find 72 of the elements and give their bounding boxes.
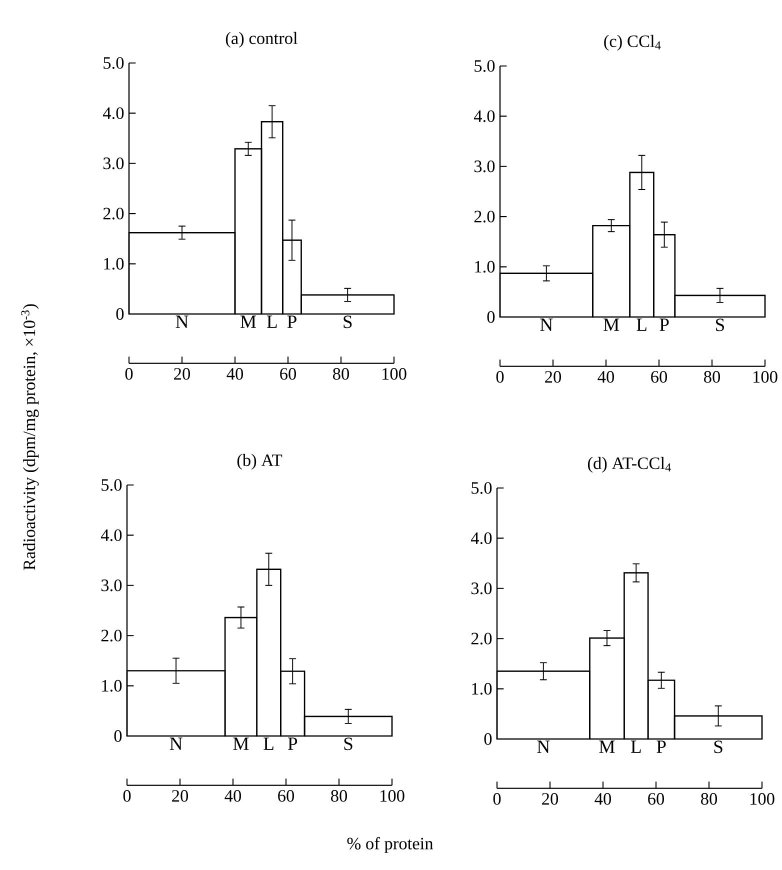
- y-tick-label: 1.0: [102, 680, 122, 692]
- category-label: L: [264, 738, 274, 750]
- y-tick-label: 3.0: [103, 158, 124, 170]
- y-tick-label: 5.0: [472, 482, 492, 494]
- y-tick-label: 3.0: [101, 580, 122, 592]
- x-tick-label: 80: [331, 790, 348, 802]
- x-tick-label: 60: [278, 790, 294, 802]
- category-label: N: [537, 740, 550, 753]
- chart-title: (c) CCl$_{4}$: [604, 34, 661, 51]
- chart-title: (b) AT: [237, 454, 282, 470]
- y-tick-label: 0: [114, 730, 122, 742]
- y-tick-label: 1.0: [472, 682, 492, 695]
- x-tick-label: 20: [545, 371, 562, 383]
- x-axis-title: % of protein: [347, 837, 434, 853]
- x-tick-label: 100: [754, 371, 778, 383]
- category-label: S: [344, 738, 352, 750]
- y-tick-label: 4.0: [474, 110, 495, 122]
- y-tick-label: 2.0: [471, 632, 492, 644]
- category-label: L: [636, 318, 646, 331]
- x-tick-label: 20: [172, 790, 188, 802]
- x-tick-label: 40: [598, 371, 614, 383]
- x-tick-label: 80: [701, 793, 718, 805]
- x-tick-label: 60: [648, 793, 664, 805]
- category-label: P: [656, 740, 666, 753]
- x-tick-label: 40: [594, 793, 612, 805]
- x-tick-label: 20: [542, 793, 558, 805]
- category-label: S: [716, 318, 724, 332]
- y-tick-label: 0: [116, 308, 124, 320]
- category-label: P: [660, 318, 669, 331]
- category-label: S: [714, 740, 722, 754]
- category-label: L: [266, 316, 277, 328]
- category-label: N: [170, 738, 182, 750]
- x-tick-label: 60: [280, 368, 296, 380]
- x-tick-label: 80: [333, 368, 350, 380]
- x-tick-label: 60: [651, 371, 668, 383]
- y-tick-label: 0: [484, 733, 492, 745]
- x-tick-label: 0: [125, 368, 133, 380]
- category-label: S: [344, 316, 352, 328]
- x-tick-label: 100: [380, 790, 404, 802]
- y-tick-label: 1.0: [475, 260, 495, 273]
- x-tick-label: 80: [704, 371, 720, 383]
- category-label: P: [287, 316, 296, 328]
- x-tick-label: 40: [226, 368, 244, 380]
- y-tick-label: 4.0: [470, 532, 492, 544]
- y-axis-title: Radioactivity (dpm/mg protein, ×10$^{-3}$): [21, 304, 39, 570]
- category-label: P: [288, 738, 298, 750]
- y-tick-label: 5.0: [104, 57, 124, 69]
- category-label: M: [233, 738, 249, 750]
- y-tick-label: 4.0: [102, 107, 124, 120]
- chart-title: (a) control: [226, 32, 298, 48]
- x-tick-label: 20: [174, 368, 190, 380]
- y-tick-label: 2.0: [103, 208, 124, 220]
- y-tick-label: 2.0: [474, 210, 495, 222]
- y-tick-label: 3.0: [474, 160, 495, 172]
- y-tick-label: 5.0: [102, 479, 122, 491]
- y-tick-label: 0: [487, 311, 495, 323]
- x-tick-label: 100: [750, 793, 774, 805]
- x-tick-label: 100: [382, 368, 406, 380]
- y-tick-label: 3.0: [471, 582, 492, 594]
- category-label: M: [599, 740, 615, 753]
- x-tick-label: 0: [496, 371, 504, 383]
- category-label: N: [540, 318, 553, 331]
- y-tick-label: 4.0: [100, 529, 122, 542]
- y-tick-label: 5.0: [474, 60, 495, 72]
- category-label: M: [240, 316, 256, 328]
- chart-title: (d) AT-CCl$_{4}$: [588, 456, 671, 473]
- x-tick-label: 40: [224, 790, 242, 802]
- y-tick-label: 2.0: [101, 630, 122, 642]
- category-label: L: [630, 740, 641, 753]
- category-label: M: [604, 318, 620, 331]
- y-tick-label: 1.0: [104, 258, 124, 270]
- category-label: N: [176, 316, 188, 328]
